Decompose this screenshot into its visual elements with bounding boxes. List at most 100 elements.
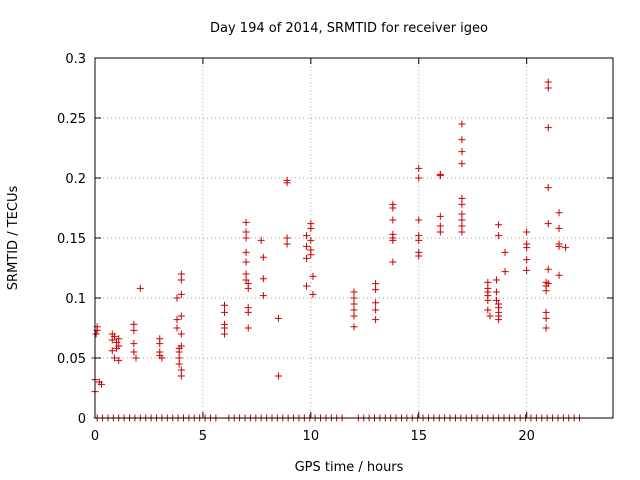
data-point — [542, 308, 550, 316]
data-point — [389, 236, 397, 244]
data-point — [415, 174, 423, 182]
data-point — [350, 323, 358, 331]
data-point — [177, 366, 185, 374]
data-point — [372, 306, 380, 314]
data-point — [132, 354, 140, 362]
data-point — [484, 296, 492, 304]
data-point — [415, 236, 423, 244]
data-point — [544, 78, 552, 86]
y-tick-label: 0.15 — [57, 232, 86, 247]
data-point — [458, 228, 466, 236]
data-point — [458, 194, 466, 202]
data-point — [97, 380, 105, 388]
data-point — [242, 270, 250, 278]
data-point — [242, 248, 250, 256]
data-point — [523, 256, 531, 264]
data-point — [221, 324, 228, 332]
y-tick-label: 0.1 — [65, 292, 86, 307]
data-point — [307, 251, 315, 259]
data-point — [562, 244, 570, 252]
x-tick-label: 20 — [518, 429, 535, 444]
data-point — [274, 372, 282, 380]
data-point — [501, 268, 509, 276]
data-point — [303, 232, 311, 240]
data-point — [242, 218, 250, 226]
data-point — [115, 335, 123, 343]
y-tick-label: 0.2 — [65, 172, 86, 187]
data-point — [484, 306, 492, 314]
data-point — [173, 316, 181, 324]
data-point — [544, 184, 552, 192]
data-point — [175, 348, 183, 356]
data-point — [221, 301, 228, 309]
data-point — [244, 284, 252, 292]
data-point — [415, 216, 423, 224]
x-tick-label: 0 — [91, 429, 99, 444]
data-point — [130, 320, 138, 328]
data-point — [436, 222, 444, 230]
data-point — [523, 244, 531, 252]
data-point — [484, 278, 492, 286]
data-point — [523, 228, 531, 236]
y-tick-label: 0 — [78, 412, 86, 427]
data-point — [221, 330, 228, 338]
data-point — [458, 210, 466, 218]
x-tick-label: 5 — [199, 429, 207, 444]
data-point — [257, 236, 265, 244]
data-point — [177, 330, 185, 338]
data-point — [458, 216, 466, 224]
data-point — [130, 348, 138, 356]
data-point — [259, 253, 267, 261]
data-point — [283, 240, 291, 248]
data-point — [303, 254, 311, 262]
y-tick-label: 0.3 — [65, 52, 86, 67]
data-point — [542, 324, 550, 332]
data-point — [415, 252, 423, 260]
data-point — [372, 299, 380, 307]
data-point — [108, 336, 116, 344]
data-point — [555, 242, 563, 250]
data-point — [173, 294, 181, 302]
data-point — [544, 84, 552, 92]
data-point — [303, 282, 311, 290]
data-point — [389, 258, 397, 266]
x-tick-label: 10 — [303, 429, 320, 444]
data-point — [523, 266, 531, 274]
data-point — [350, 294, 358, 302]
y-axis-label: SRMTID / TECUs — [6, 186, 21, 291]
data-point — [458, 160, 466, 168]
data-point — [92, 330, 100, 338]
data-point — [372, 316, 380, 324]
data-point — [156, 340, 164, 348]
data-point — [242, 234, 250, 242]
data-point — [274, 314, 282, 322]
data-point — [177, 270, 185, 278]
data-point — [108, 347, 116, 355]
x-axis-label: GPS time / hours — [295, 460, 404, 475]
grid — [95, 58, 613, 418]
y-tick-label: 0.05 — [57, 352, 86, 367]
data-point — [130, 340, 138, 348]
data-point — [350, 300, 358, 308]
data-point — [436, 212, 444, 220]
data-point — [177, 372, 185, 380]
data-points — [91, 78, 584, 422]
data-point — [458, 136, 466, 144]
data-point — [175, 360, 183, 368]
data-point — [115, 356, 123, 364]
data-point — [303, 242, 311, 250]
data-point — [372, 286, 380, 294]
data-point — [544, 124, 552, 132]
data-point — [350, 312, 358, 320]
data-point — [110, 354, 118, 362]
data-point — [259, 275, 267, 283]
data-point — [492, 276, 500, 284]
data-point — [542, 287, 550, 295]
data-point — [177, 312, 185, 320]
data-point — [175, 354, 183, 362]
data-point — [283, 179, 291, 187]
data-point — [242, 228, 250, 236]
data-point — [555, 271, 563, 279]
data-point — [244, 324, 252, 332]
